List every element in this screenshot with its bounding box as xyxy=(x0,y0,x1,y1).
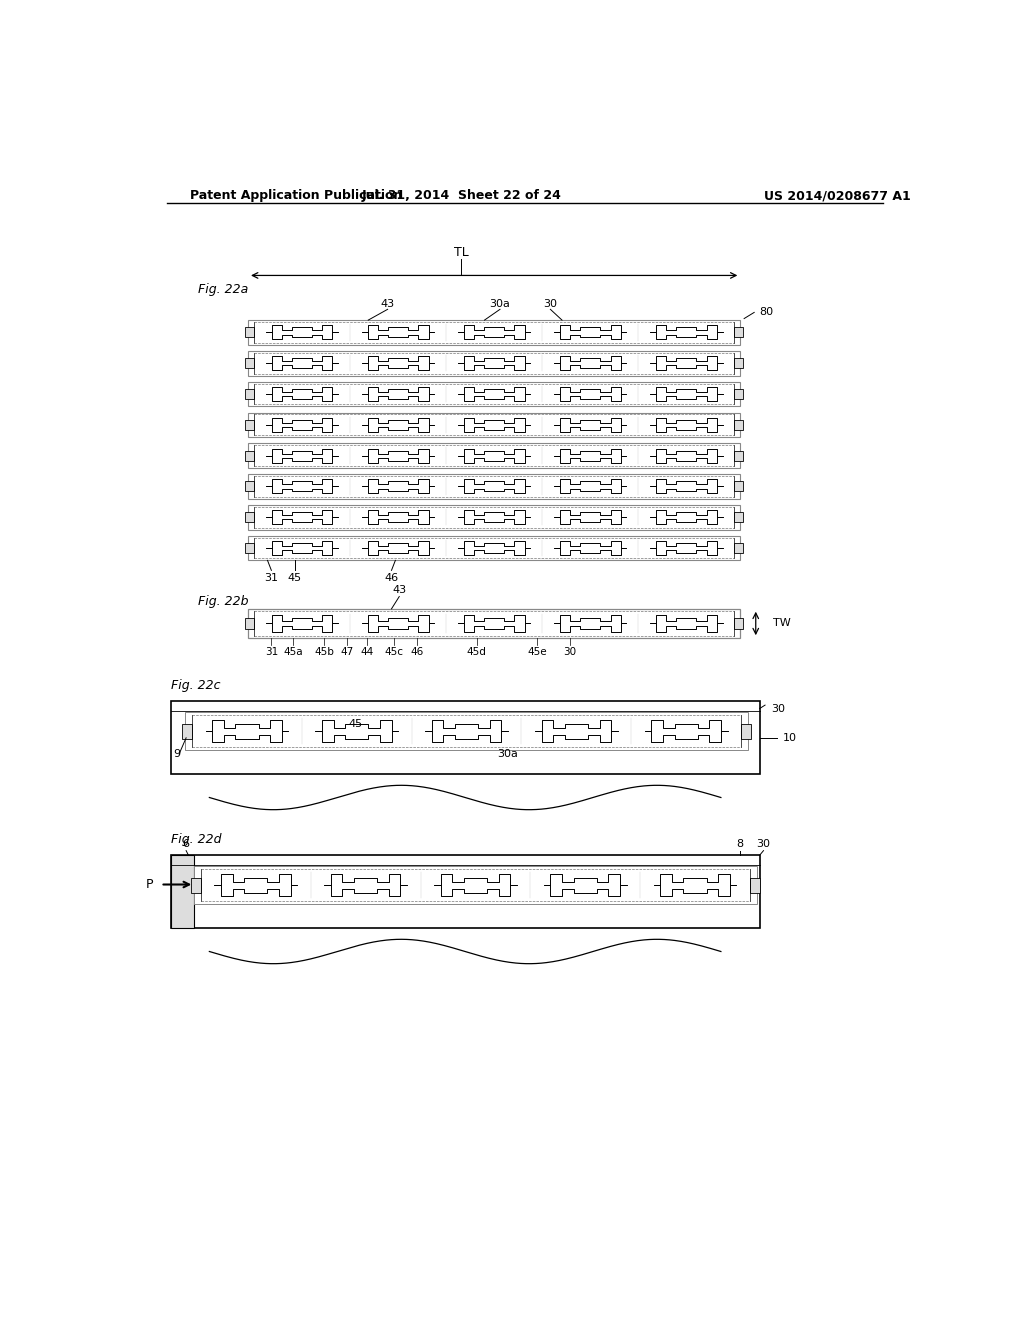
Bar xyxy=(248,444,740,469)
Text: 9: 9 xyxy=(173,748,180,759)
Bar xyxy=(750,878,760,892)
Bar xyxy=(248,536,740,560)
Text: US 2014/0208677 A1: US 2014/0208677 A1 xyxy=(764,189,910,202)
Bar xyxy=(248,381,740,407)
Bar xyxy=(734,512,742,523)
Bar xyxy=(246,482,254,491)
Bar xyxy=(246,389,254,399)
Bar xyxy=(182,723,193,739)
Bar xyxy=(171,855,195,928)
Text: 6: 6 xyxy=(182,840,189,849)
Bar xyxy=(734,482,742,491)
Bar xyxy=(246,543,254,553)
Text: P: P xyxy=(145,878,153,891)
Bar xyxy=(246,358,254,368)
Bar xyxy=(246,618,254,630)
Bar xyxy=(191,878,202,892)
Text: 30: 30 xyxy=(757,840,770,849)
Bar xyxy=(246,512,254,523)
Bar xyxy=(248,609,740,638)
Text: Patent Application Publication: Patent Application Publication xyxy=(190,189,402,202)
Bar xyxy=(246,420,254,430)
Text: 30: 30 xyxy=(771,704,785,714)
Text: 45a: 45a xyxy=(284,647,303,657)
Bar xyxy=(734,327,742,338)
Bar xyxy=(248,474,740,499)
Text: Fig. 22a: Fig. 22a xyxy=(198,282,248,296)
Text: 45b: 45b xyxy=(314,647,334,657)
Bar xyxy=(248,351,740,376)
Bar xyxy=(171,855,760,928)
Text: 45: 45 xyxy=(288,573,302,582)
Bar xyxy=(248,412,740,437)
Text: TL: TL xyxy=(454,246,469,259)
Bar xyxy=(195,866,757,904)
Text: 30: 30 xyxy=(563,647,577,657)
Text: 8: 8 xyxy=(736,840,743,849)
Bar xyxy=(246,327,254,338)
Bar xyxy=(171,701,760,775)
Text: Fig. 22d: Fig. 22d xyxy=(171,833,221,846)
Bar xyxy=(185,713,748,750)
Bar xyxy=(734,389,742,399)
Text: 45d: 45d xyxy=(467,647,486,657)
Text: 30a: 30a xyxy=(489,298,510,309)
Text: 45e: 45e xyxy=(527,647,547,657)
Text: 47: 47 xyxy=(341,647,354,657)
Text: 43: 43 xyxy=(392,585,407,595)
Text: 43: 43 xyxy=(381,298,394,309)
Text: 80: 80 xyxy=(760,308,774,317)
Bar xyxy=(248,506,740,529)
Text: Fig. 22c: Fig. 22c xyxy=(171,680,220,693)
Text: 45: 45 xyxy=(349,718,362,729)
Text: 46: 46 xyxy=(384,573,398,582)
Text: 45c: 45c xyxy=(384,647,403,657)
Text: TW: TW xyxy=(773,619,791,628)
Bar xyxy=(734,358,742,368)
Bar xyxy=(734,618,742,630)
Text: Jul. 31, 2014  Sheet 22 of 24: Jul. 31, 2014 Sheet 22 of 24 xyxy=(361,189,561,202)
Bar xyxy=(734,543,742,553)
Bar xyxy=(248,321,740,345)
Text: 31: 31 xyxy=(264,573,279,582)
Bar xyxy=(734,420,742,430)
Text: 30: 30 xyxy=(544,298,557,309)
Text: Fig. 22b: Fig. 22b xyxy=(198,594,248,607)
Text: 46: 46 xyxy=(411,647,424,657)
Bar xyxy=(740,723,751,739)
Text: 31: 31 xyxy=(265,647,278,657)
Text: 30a: 30a xyxy=(498,748,518,759)
Bar xyxy=(246,450,254,461)
Text: 44: 44 xyxy=(360,647,374,657)
Text: 10: 10 xyxy=(783,733,797,743)
Bar xyxy=(734,450,742,461)
